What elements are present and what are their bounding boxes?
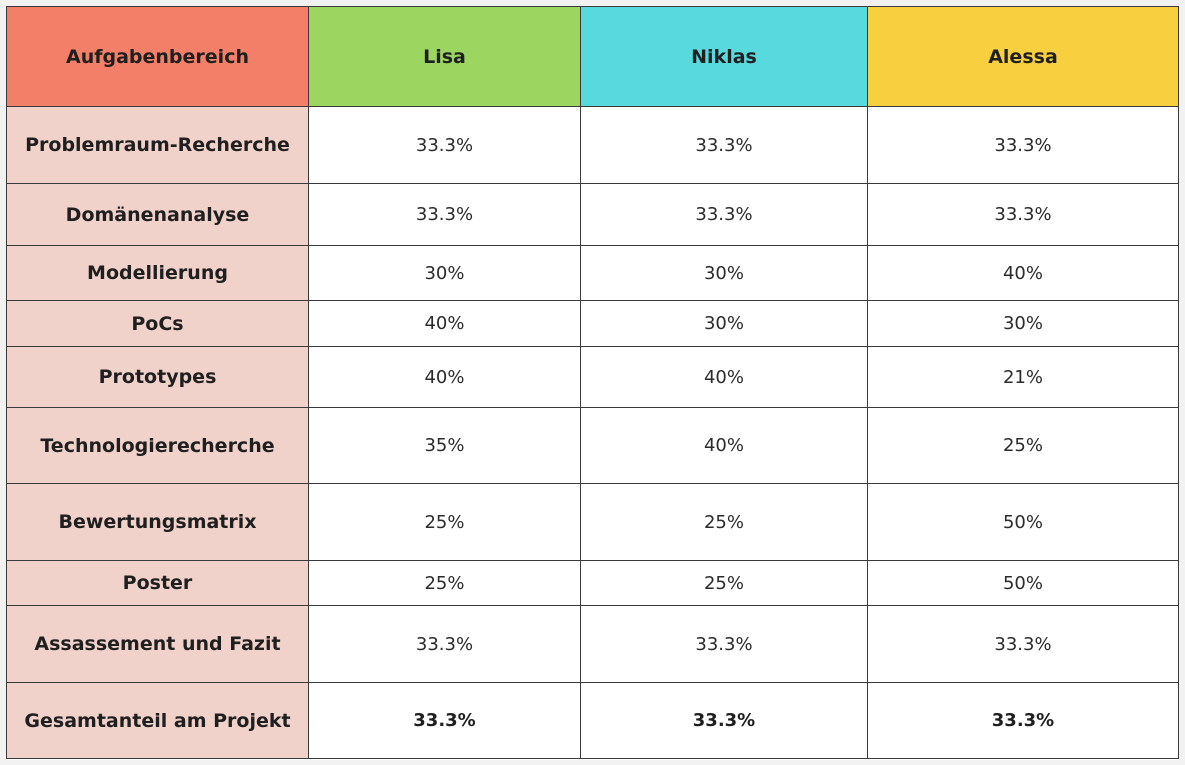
header-lisa: Lisa — [308, 6, 581, 107]
cell-alessa: 40% — [867, 245, 1179, 301]
cell-niklas: 40% — [580, 407, 868, 484]
row-label: PoCs — [6, 300, 309, 347]
cell-lisa: 33.3% — [308, 106, 581, 184]
cell-niklas: 33.3% — [580, 682, 868, 759]
table-row: PoCs 40% 30% 30% — [6, 300, 1179, 347]
cell-niklas: 30% — [580, 300, 868, 347]
table-row: Prototypes 40% 40% 21% — [6, 346, 1179, 408]
cell-lisa: 40% — [308, 300, 581, 347]
cell-alessa: 33.3% — [867, 106, 1179, 184]
cell-niklas: 33.3% — [580, 605, 868, 683]
row-label: Problemraum-Recherche — [6, 106, 309, 184]
task-distribution-table: Aufgabenbereich Lisa Niklas Alessa Probl… — [6, 6, 1179, 759]
table-row: Bewertungsmatrix 25% 25% 50% — [6, 483, 1179, 561]
cell-lisa: 30% — [308, 245, 581, 301]
cell-alessa: 33.3% — [867, 682, 1179, 759]
row-label: Gesamtanteil am Projekt — [6, 682, 309, 759]
cell-niklas: 25% — [580, 483, 868, 561]
cell-alessa: 21% — [867, 346, 1179, 408]
table-row: Modellierung 30% 30% 40% — [6, 245, 1179, 301]
row-label: Modellierung — [6, 245, 309, 301]
header-aufgabenbereich: Aufgabenbereich — [6, 6, 309, 107]
row-label: Bewertungsmatrix — [6, 483, 309, 561]
row-label: Poster — [6, 560, 309, 606]
cell-lisa: 33.3% — [308, 183, 581, 246]
table-row: Assassement und Fazit 33.3% 33.3% 33.3% — [6, 605, 1179, 683]
table-container: Aufgabenbereich Lisa Niklas Alessa Probl… — [6, 6, 1179, 760]
cell-niklas: 25% — [580, 560, 868, 606]
cell-lisa: 33.3% — [308, 682, 581, 759]
cell-niklas: 33.3% — [580, 106, 868, 184]
row-label: Technologierecherche — [6, 407, 309, 484]
cell-alessa: 33.3% — [867, 605, 1179, 683]
cell-niklas: 30% — [580, 245, 868, 301]
cell-alessa: 25% — [867, 407, 1179, 484]
cell-lisa: 35% — [308, 407, 581, 484]
table-row: Poster 25% 25% 50% — [6, 560, 1179, 606]
cell-alessa: 33.3% — [867, 183, 1179, 246]
row-label: Domänenanalyse — [6, 183, 309, 246]
cell-alessa: 30% — [867, 300, 1179, 347]
row-label: Assassement und Fazit — [6, 605, 309, 683]
cell-lisa: 25% — [308, 560, 581, 606]
cell-niklas: 40% — [580, 346, 868, 408]
total-row: Gesamtanteil am Projekt 33.3% 33.3% 33.3… — [6, 682, 1179, 759]
cell-lisa: 33.3% — [308, 605, 581, 683]
cell-lisa: 25% — [308, 483, 581, 561]
table-row: Domänenanalyse 33.3% 33.3% 33.3% — [6, 183, 1179, 246]
table-row: Technologierecherche 35% 40% 25% — [6, 407, 1179, 484]
cell-niklas: 33.3% — [580, 183, 868, 246]
cell-alessa: 50% — [867, 560, 1179, 606]
cell-lisa: 40% — [308, 346, 581, 408]
row-label: Prototypes — [6, 346, 309, 408]
header-row: Aufgabenbereich Lisa Niklas Alessa — [6, 6, 1179, 107]
header-alessa: Alessa — [867, 6, 1179, 107]
header-niklas: Niklas — [580, 6, 868, 107]
table-row: Problemraum-Recherche 33.3% 33.3% 33.3% — [6, 106, 1179, 184]
cell-alessa: 50% — [867, 483, 1179, 561]
